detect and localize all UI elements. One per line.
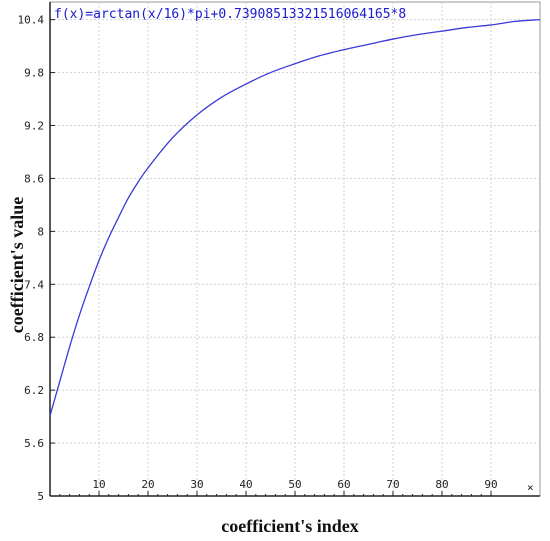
- formula-label: f(x)=arctan(x/16)*pi+0.73908513321516064…: [54, 7, 406, 22]
- x-axis-marker: ×: [527, 481, 534, 494]
- y-tick-labels: 5 5.6 6.2 6.8 7.4 8 8.6 9.2 9.8 10.4: [18, 14, 45, 503]
- x-axis-title: coefficient's index: [221, 516, 358, 536]
- x-tick-label: 30: [190, 478, 203, 491]
- x-tick-label: 10: [92, 478, 105, 491]
- y-tick-marks: [50, 19, 55, 497]
- y-axis-title: coefficient's value: [7, 197, 27, 333]
- series-line: [49, 18, 541, 416]
- x-tick-label: 40: [239, 478, 252, 491]
- y-tick-label: 8.6: [24, 172, 44, 185]
- y-tick-label: 9.8: [24, 67, 44, 80]
- y-tick-label: 7.4: [24, 278, 44, 291]
- x-tick-label: 60: [337, 478, 350, 491]
- y-tick-label: 6.2: [24, 384, 44, 397]
- x-tick-label: 90: [484, 478, 497, 491]
- x-tick-marks: [59, 491, 492, 496]
- x-tick-label: 70: [386, 478, 399, 491]
- y-tick-label: 10.4: [18, 14, 45, 27]
- plot-area: 10 20 30 40 50 60 70 80 90 5 5.6 6.2 6.8 7.4 8 8.6 9.2 9…: [18, 1, 541, 503]
- y-tick-label: 9.2: [24, 120, 44, 133]
- x-tick-label: 80: [435, 478, 448, 491]
- x-tick-labels: 10 20 30 40 50 60 70 80 90: [92, 478, 497, 491]
- plot-frame: [49, 1, 541, 497]
- x-tick-label: 50: [288, 478, 301, 491]
- y-tick-label: 6.8: [24, 331, 44, 344]
- grid-horizontal: [50, 19, 540, 444]
- y-tick-label: 5.6: [24, 437, 44, 450]
- y-tick-label: 5: [37, 490, 44, 503]
- x-tick-label: 20: [141, 478, 154, 491]
- y-tick-label: 8: [37, 225, 44, 238]
